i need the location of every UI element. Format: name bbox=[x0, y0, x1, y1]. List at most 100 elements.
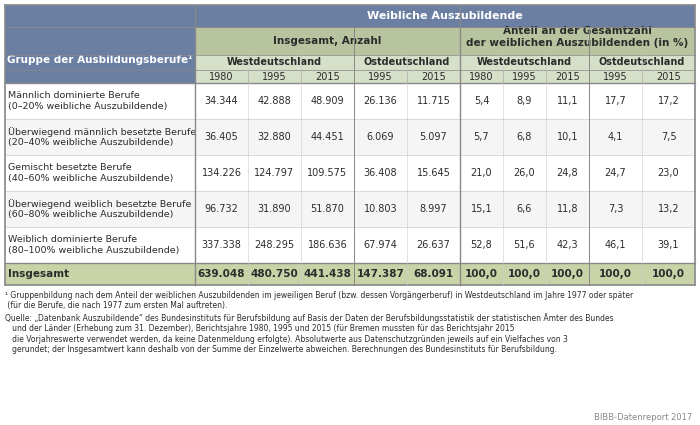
Bar bbox=[354, 263, 407, 285]
Text: 109.575: 109.575 bbox=[307, 168, 348, 178]
Text: 4,1: 4,1 bbox=[608, 132, 623, 142]
Text: Männlich dominierte Berufe
(0–20% weibliche Auszubildende): Männlich dominierte Berufe (0–20% weibli… bbox=[8, 91, 167, 110]
Bar bbox=[546, 155, 589, 191]
Bar bbox=[546, 83, 589, 119]
Text: 13,2: 13,2 bbox=[658, 204, 679, 214]
Bar bbox=[503, 191, 546, 227]
Bar bbox=[589, 263, 642, 285]
Text: 2015: 2015 bbox=[315, 71, 340, 82]
Text: 26.637: 26.637 bbox=[416, 240, 450, 250]
Bar bbox=[301, 83, 354, 119]
Text: 36.408: 36.408 bbox=[364, 168, 398, 178]
Bar bbox=[354, 55, 460, 70]
Bar bbox=[503, 263, 546, 285]
Bar bbox=[407, 263, 460, 285]
Bar bbox=[503, 227, 546, 263]
Bar bbox=[589, 83, 642, 119]
Text: 2015: 2015 bbox=[421, 71, 446, 82]
Text: 17,2: 17,2 bbox=[657, 96, 680, 106]
Bar bbox=[301, 70, 354, 83]
Bar bbox=[460, 55, 589, 70]
Text: Überwiegend weiblich besetzte Berufe
(60–80% weibliche Auszubildende): Überwiegend weiblich besetzte Berufe (60… bbox=[8, 199, 191, 219]
Text: 5,7: 5,7 bbox=[474, 132, 489, 142]
Text: 1995: 1995 bbox=[262, 71, 287, 82]
Text: BIBB-Datenreport 2017: BIBB-Datenreport 2017 bbox=[594, 413, 692, 422]
Text: Ostdeutschland: Ostdeutschland bbox=[364, 57, 450, 67]
Bar bbox=[460, 70, 503, 83]
Bar bbox=[460, 27, 695, 55]
Text: Gruppe der Ausbildungsberufe¹: Gruppe der Ausbildungsberufe¹ bbox=[7, 55, 192, 65]
Bar bbox=[642, 191, 695, 227]
Text: 6.069: 6.069 bbox=[367, 132, 394, 142]
Text: Westdeutschland: Westdeutschland bbox=[477, 57, 572, 67]
Text: 1995: 1995 bbox=[603, 71, 628, 82]
Text: 21,0: 21,0 bbox=[470, 168, 492, 178]
Bar bbox=[5, 155, 195, 191]
Text: 337.338: 337.338 bbox=[202, 240, 242, 250]
Bar bbox=[642, 155, 695, 191]
Bar bbox=[460, 263, 503, 285]
Bar bbox=[503, 83, 546, 119]
Bar bbox=[5, 119, 195, 155]
Text: Gemischt besetzte Berufe
(40–60% weibliche Auszubildende): Gemischt besetzte Berufe (40–60% weiblic… bbox=[8, 163, 174, 183]
Bar bbox=[354, 155, 407, 191]
Bar bbox=[642, 70, 695, 83]
Bar bbox=[460, 191, 503, 227]
Text: 480.750: 480.750 bbox=[251, 269, 298, 279]
Text: 26.136: 26.136 bbox=[363, 96, 398, 106]
Bar bbox=[195, 191, 248, 227]
Bar bbox=[642, 119, 695, 155]
Bar bbox=[589, 191, 642, 227]
Bar bbox=[354, 119, 407, 155]
Bar bbox=[546, 227, 589, 263]
Text: 10,1: 10,1 bbox=[556, 132, 578, 142]
Bar bbox=[642, 227, 695, 263]
Text: 46,1: 46,1 bbox=[605, 240, 626, 250]
Text: 6,6: 6,6 bbox=[517, 204, 532, 214]
Text: 7,3: 7,3 bbox=[608, 204, 623, 214]
Bar bbox=[642, 83, 695, 119]
Bar bbox=[503, 70, 546, 83]
Text: 8,9: 8,9 bbox=[517, 96, 532, 106]
Text: 248.295: 248.295 bbox=[254, 240, 295, 250]
Text: 5,4: 5,4 bbox=[474, 96, 489, 106]
Bar bbox=[195, 263, 248, 285]
Bar bbox=[460, 83, 503, 119]
Text: 96.732: 96.732 bbox=[204, 204, 239, 214]
Text: 17,7: 17,7 bbox=[605, 96, 626, 106]
Bar bbox=[503, 119, 546, 155]
Text: 639.048: 639.048 bbox=[197, 269, 245, 279]
Text: 7,5: 7,5 bbox=[661, 132, 676, 142]
Text: 32.880: 32.880 bbox=[258, 132, 291, 142]
Bar bbox=[301, 155, 354, 191]
Text: Insgesamt, Anzahl: Insgesamt, Anzahl bbox=[273, 36, 382, 46]
Bar bbox=[195, 5, 695, 27]
Bar bbox=[5, 227, 195, 263]
Text: 100,0: 100,0 bbox=[465, 269, 498, 279]
Text: 1995: 1995 bbox=[512, 71, 537, 82]
Bar bbox=[407, 83, 460, 119]
Text: 10.803: 10.803 bbox=[364, 204, 398, 214]
Text: Überwiegend männlich besetzte Berufe
(20–40% weibliche Auszubildende): Überwiegend männlich besetzte Berufe (20… bbox=[8, 127, 196, 147]
Bar bbox=[460, 155, 503, 191]
Text: 134.226: 134.226 bbox=[202, 168, 242, 178]
Bar bbox=[195, 227, 248, 263]
Text: 100,0: 100,0 bbox=[508, 269, 541, 279]
Text: 8.997: 8.997 bbox=[420, 204, 447, 214]
Text: 44.451: 44.451 bbox=[311, 132, 344, 142]
Text: 124.797: 124.797 bbox=[254, 168, 295, 178]
Text: 42,3: 42,3 bbox=[556, 240, 578, 250]
Bar bbox=[301, 191, 354, 227]
Text: 1995: 1995 bbox=[368, 71, 393, 82]
Bar bbox=[354, 83, 407, 119]
Text: Weiblich dominierte Berufe
(80–100% weibliche Auszubildende): Weiblich dominierte Berufe (80–100% weib… bbox=[8, 235, 179, 255]
Text: 67.974: 67.974 bbox=[363, 240, 398, 250]
Text: 24,7: 24,7 bbox=[605, 168, 626, 178]
Bar bbox=[589, 119, 642, 155]
Text: 24,8: 24,8 bbox=[556, 168, 578, 178]
Text: 1980: 1980 bbox=[209, 71, 234, 82]
Bar bbox=[407, 70, 460, 83]
Bar bbox=[407, 155, 460, 191]
Text: 441.438: 441.438 bbox=[304, 269, 351, 279]
Text: 6,8: 6,8 bbox=[517, 132, 532, 142]
